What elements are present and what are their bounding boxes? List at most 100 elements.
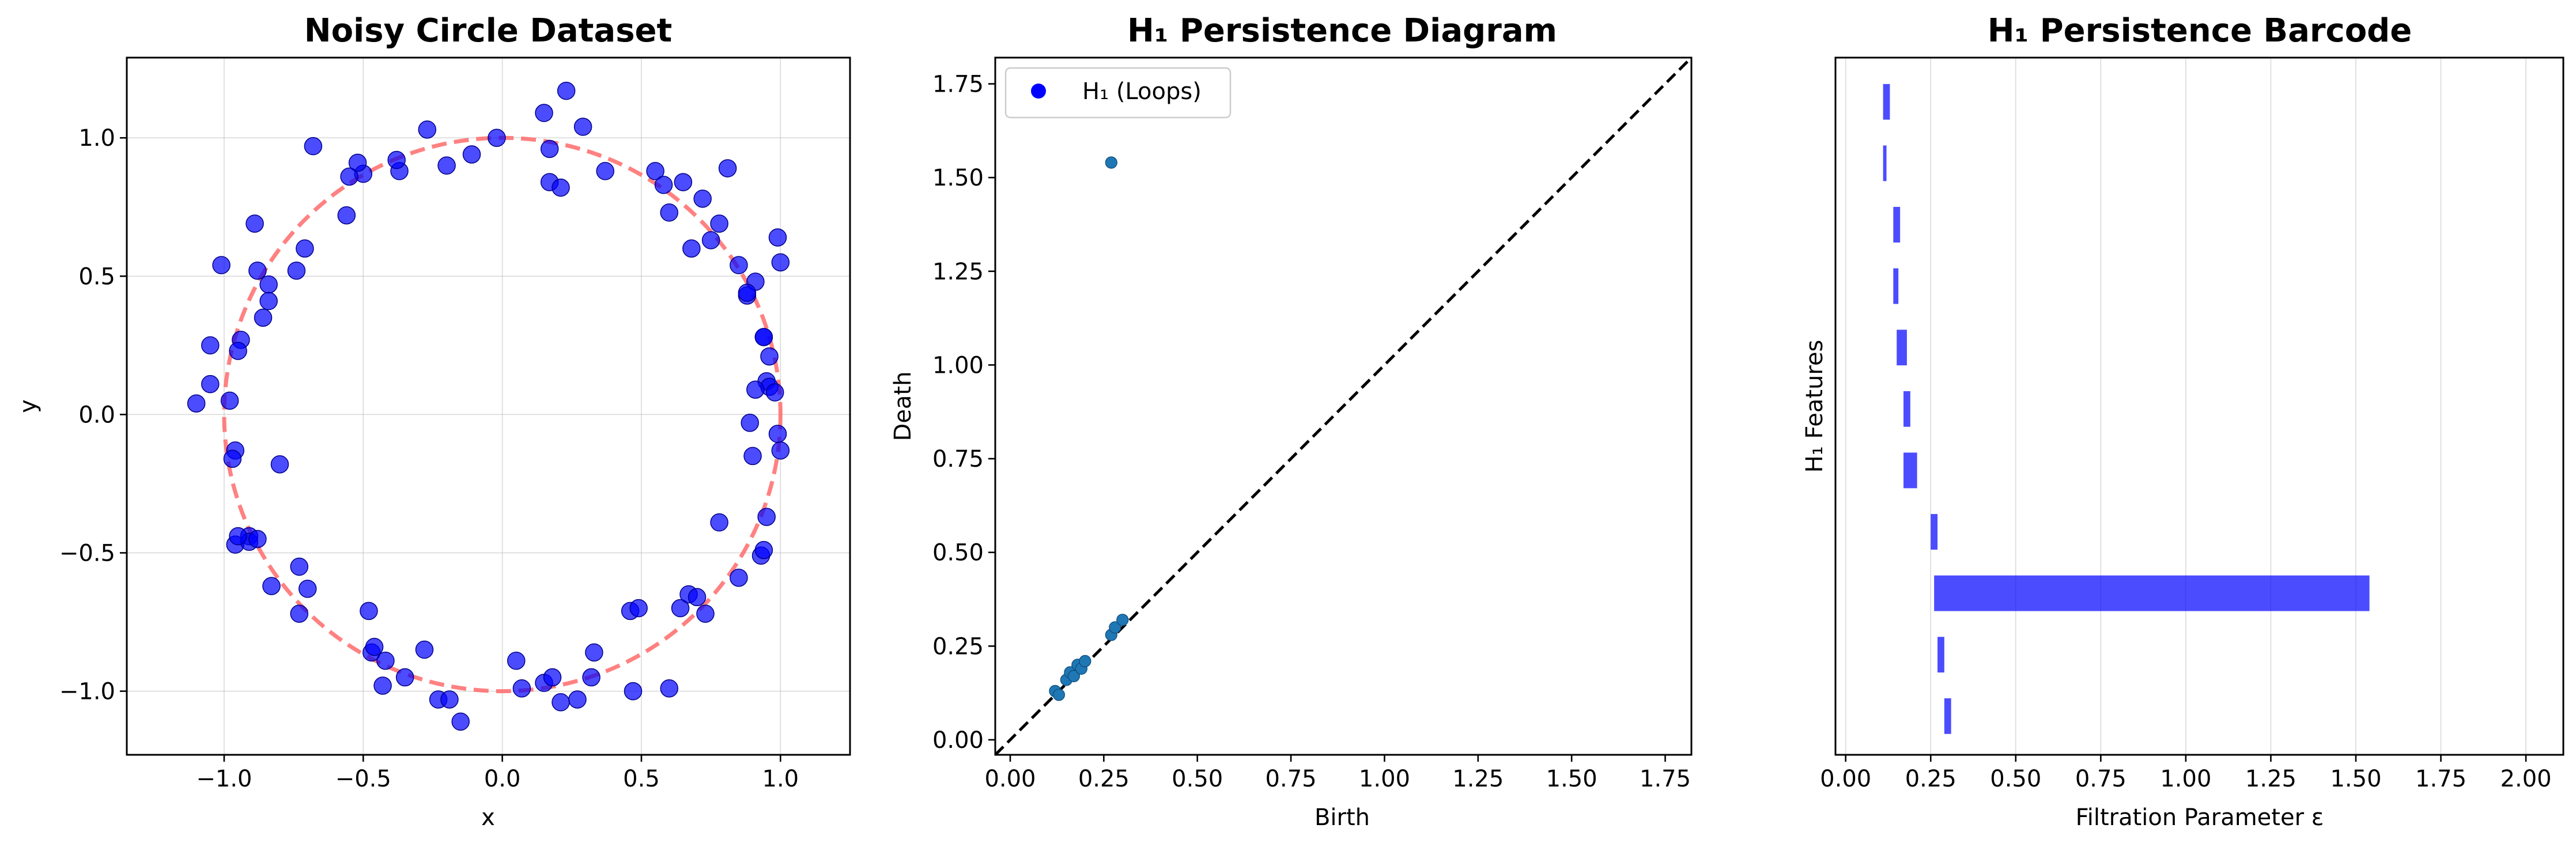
plot-area [995,58,1691,755]
axes-frame [1834,56,2564,756]
data-point [270,455,289,474]
data-point [718,159,737,177]
y-tick-label: −0.5 [59,540,115,566]
data-point [462,145,481,164]
y-tick-label: 1.0 [78,125,115,152]
data-point [223,449,242,468]
barcode-bar [1893,268,1899,304]
data-point [557,81,576,100]
barcode-bar [1937,637,1944,673]
barcode-bar [1934,575,2370,611]
data-point [290,557,309,576]
data-point [660,679,678,698]
data-point [671,599,690,618]
barcode-bar [1883,145,1887,181]
barcode-bar [1893,207,1901,243]
data-point [629,599,648,618]
x-tick-label: −0.5 [335,766,391,792]
data-point [624,682,643,701]
data-point [259,275,278,294]
legend-marker [1031,84,1046,99]
data-point [287,261,306,280]
data-point [760,347,779,366]
data-point [596,162,614,180]
data-point [568,690,587,709]
data-point [696,604,715,623]
y-axis-label-death: Death [890,372,916,441]
data-point [304,137,323,156]
data-point [229,342,247,360]
data-point [765,383,784,402]
data-point [585,643,603,662]
data-point [212,256,231,274]
data-point [451,712,470,731]
data-point [682,239,701,258]
persistence-point [1079,655,1091,667]
data-point [290,604,309,623]
data-point [376,651,395,670]
data-point [348,153,367,172]
y-tick-label: 0.25 [932,633,984,660]
x-tick-label: 1.25 [2245,766,2297,792]
axes-frame [126,56,851,756]
data-point [262,577,281,595]
data-point [245,214,264,233]
y-tick-label: 0.75 [932,446,984,472]
persistence-point [1109,621,1121,634]
x-tick-label: 0.0 [484,766,521,792]
legend-box [1004,67,1232,119]
barcode-bar [1931,514,1938,550]
data-point [654,176,673,194]
data-point [507,651,526,670]
x-tick-label: 1.0 [762,766,799,792]
persistence-point [1105,156,1117,169]
data-point [754,328,773,346]
x-tick-label: −1.0 [196,766,252,792]
y-tick-label: 1.50 [932,165,984,191]
data-point [743,447,762,466]
persistence-point [1067,670,1080,682]
x-tick-label: 0.25 [1078,766,1130,792]
x-tick-label: 0.75 [1266,766,1317,792]
data-point [418,120,437,139]
x-axis-label: x [481,804,495,831]
data-point [688,588,707,607]
x-tick-label: 1.50 [2330,766,2381,792]
data-point [741,414,759,432]
x-tick-label: 1.75 [1640,766,1691,792]
x-tick-label: 1.25 [1452,766,1504,792]
data-point [674,173,693,191]
data-point [437,156,456,175]
data-point [187,394,206,413]
plot-area [187,81,790,731]
data-point [646,162,664,180]
x-tick-label: 0.50 [1172,766,1223,792]
data-point [771,441,790,460]
barcode-bar [1944,698,1951,734]
data-point [415,640,434,659]
data-point [395,668,414,687]
data-point [730,568,748,587]
x-tick-label: 0.50 [1990,766,2041,792]
x-tick-label: 1.50 [1546,766,1597,792]
data-point [220,391,239,410]
data-point [440,690,459,709]
barcode-bar [1883,84,1890,120]
data-point [387,150,406,169]
data-point [552,178,570,197]
axes-frame [994,56,1693,756]
x-tick-label: 0.00 [1820,766,1871,792]
x-tick-label: 1.00 [2160,766,2211,792]
data-point [337,206,356,225]
data-point [512,679,531,698]
noisy-circle-panel: Noisy Circle Dataset x y −1.0 −0.5 0.0 0.5 1… [15,12,851,831]
y-tick-label: −1.0 [59,679,115,705]
data-point [360,602,378,621]
y-axis-label-h1-features: H₁ Features [1801,340,1828,473]
x-axis-label-birth: Birth [1315,804,1370,831]
data-point [540,139,559,158]
data-point [488,128,506,147]
data-point [660,203,678,222]
y-tick-label: 0.00 [932,727,984,754]
